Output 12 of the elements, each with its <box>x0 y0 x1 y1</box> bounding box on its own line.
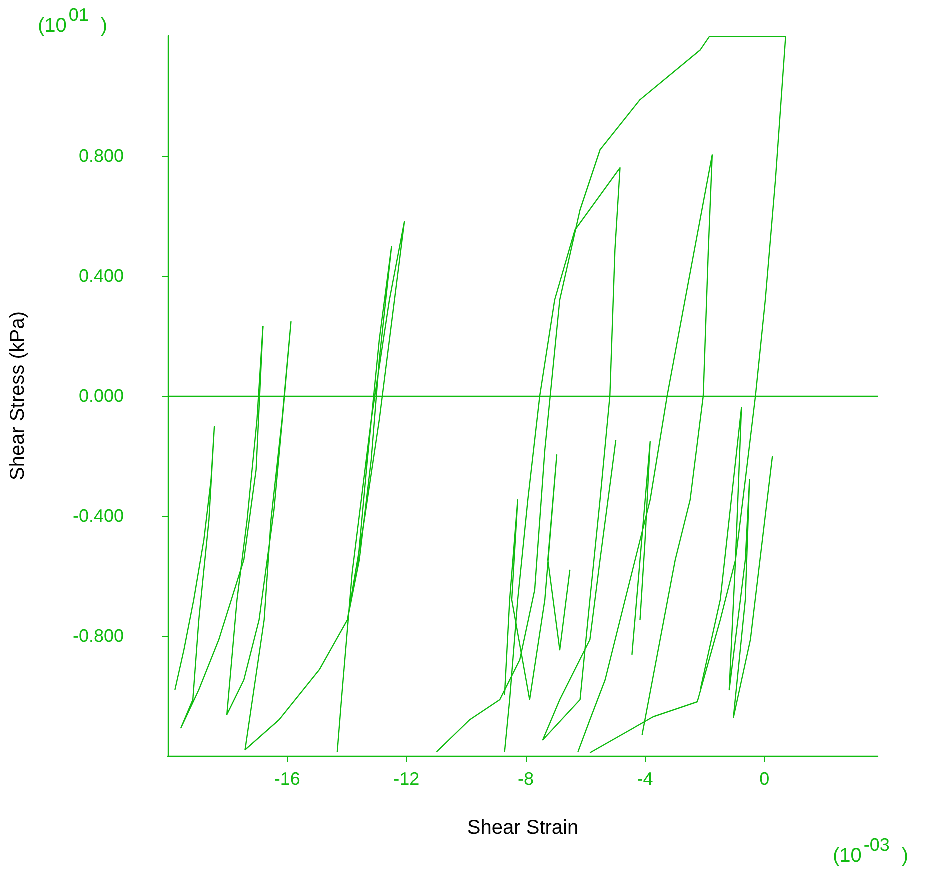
x-axis-title: Shear Strain <box>467 817 579 839</box>
y-axis-title: Shear Stress (kPa) <box>7 312 29 480</box>
x-tick-label: -12 <box>394 769 420 789</box>
y-tick-label: -0.400 <box>72 506 124 526</box>
x-tick-label: -16 <box>274 769 300 789</box>
y-tick-label: -0.800 <box>72 626 124 646</box>
x-tick-label: -4 <box>637 769 654 789</box>
y-tick-label: 0.400 <box>78 266 124 286</box>
y-tick-label: 0.800 <box>78 146 124 166</box>
y-tick-label: 0.000 <box>78 386 124 406</box>
x-tick-label: 0 <box>760 769 770 789</box>
x-tick-label: -8 <box>518 769 534 789</box>
